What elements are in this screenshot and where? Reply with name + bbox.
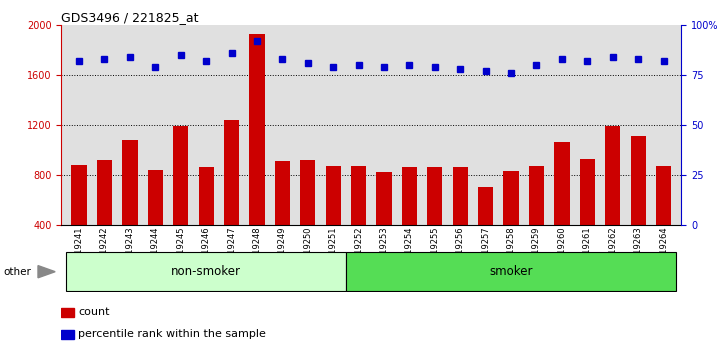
- Bar: [173, 126, 188, 225]
- Text: non-smoker: non-smoker: [171, 265, 241, 278]
- Bar: [503, 171, 518, 225]
- Bar: [346, 252, 676, 291]
- Bar: [453, 167, 468, 225]
- Bar: [300, 160, 315, 225]
- Text: other: other: [4, 267, 32, 277]
- Bar: [275, 161, 290, 225]
- Bar: [326, 166, 341, 225]
- Bar: [351, 166, 366, 225]
- Bar: [148, 170, 163, 225]
- Bar: [224, 120, 239, 225]
- Bar: [66, 252, 346, 291]
- Bar: [61, 331, 74, 339]
- Bar: [631, 136, 646, 225]
- Bar: [249, 34, 265, 225]
- Bar: [123, 140, 138, 225]
- Bar: [198, 167, 213, 225]
- Bar: [376, 172, 392, 225]
- Bar: [97, 160, 112, 225]
- Bar: [478, 187, 493, 225]
- Bar: [554, 142, 570, 225]
- Bar: [605, 126, 620, 225]
- Bar: [402, 167, 417, 225]
- Bar: [71, 165, 87, 225]
- Bar: [580, 159, 595, 225]
- Bar: [428, 167, 443, 225]
- Text: GDS3496 / 221825_at: GDS3496 / 221825_at: [61, 11, 199, 24]
- Polygon shape: [38, 266, 55, 278]
- Bar: [61, 308, 74, 317]
- Bar: [656, 166, 671, 225]
- Text: smoker: smoker: [490, 265, 533, 278]
- Bar: [529, 166, 544, 225]
- Text: percentile rank within the sample: percentile rank within the sample: [79, 329, 266, 339]
- Text: count: count: [79, 307, 110, 317]
